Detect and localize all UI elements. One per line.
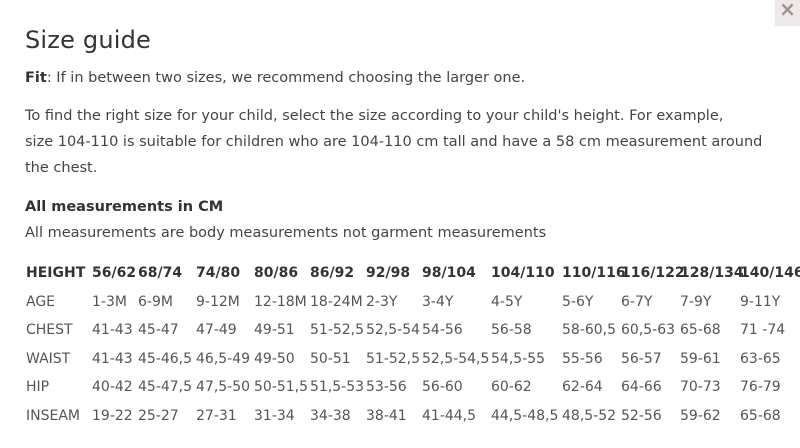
- table-cell: 52-56: [621, 407, 662, 424]
- table-cell: 64-66: [621, 379, 662, 395]
- column-header: 128/134: [680, 265, 744, 281]
- table-cell: 50-51,5: [254, 379, 309, 395]
- table-cell: 5-6Y: [562, 293, 594, 310]
- units-heading-text: All measurements in CM: [25, 199, 224, 215]
- table-cell: 52,5-54,5: [422, 350, 490, 367]
- table-cell: 51-52,5: [310, 322, 365, 338]
- size-table: HEIGHT 56/62 68/74 74/80 80/86 86/92 92/98 98/1…: [26, 259, 800, 430]
- table-cell: 6-9M: [138, 293, 173, 310]
- column-header: 80/86: [254, 265, 299, 281]
- row-label: HEIGHT: [26, 265, 86, 281]
- column-header: 74/80: [196, 265, 241, 281]
- table-cell: 65-68: [680, 322, 721, 338]
- column-header: 86/92: [310, 265, 355, 281]
- column-header: 110/116: [562, 265, 626, 281]
- page-title: Size guide: [25, 26, 152, 54]
- column-header: 140/146: [740, 265, 800, 281]
- table-cell: 53-56: [366, 379, 407, 395]
- column-header: 104/110: [491, 265, 555, 281]
- row-label: WAIST: [26, 350, 71, 367]
- table-cell: 49-51: [254, 322, 295, 338]
- table-cell: 9-12M: [196, 293, 240, 310]
- units-heading: All measurements in CM: [25, 194, 223, 220]
- table-cell: 54,5-55: [491, 350, 546, 367]
- instructions-line-3: the chest.: [25, 160, 98, 176]
- table-cell: 65-68: [740, 407, 781, 424]
- table-cell: 58-60,5: [562, 322, 617, 338]
- units-note: All measurements are body measurements n…: [25, 225, 547, 241]
- fit-text: : If in between two sizes, we recommend …: [46, 70, 526, 86]
- table-cell: 59-62: [680, 407, 721, 424]
- table-cell: 9-11Y: [740, 293, 781, 310]
- table-cell: 12-18M: [254, 293, 307, 310]
- table-cell: 45-46,5: [138, 350, 193, 367]
- table-cell: 34-38: [310, 407, 351, 424]
- table-cell: 45-47: [138, 322, 179, 338]
- table-cell: 59-61: [680, 350, 721, 367]
- column-header: 68/74: [138, 265, 183, 281]
- table-cell: 1-3M: [92, 293, 127, 310]
- table-cell: 31-34: [254, 407, 295, 424]
- table-cell: 47,5-50: [196, 379, 251, 395]
- table-cell: 41-44,5: [422, 407, 477, 424]
- table-cell: 49-50: [254, 350, 295, 367]
- table-cell: 2-3Y: [366, 293, 398, 310]
- table-cell: 56-60: [422, 379, 463, 395]
- table-row: WAIST 41-43 45-46,5 46,5-49 49-50 50-51 51-52,…: [26, 345, 800, 374]
- table-cell: 48,5-52: [562, 407, 617, 424]
- table-cell: 51,5-53: [310, 379, 365, 395]
- fit-note: Fit: If in between two sizes, we recomme…: [25, 65, 525, 91]
- table-row: HIP 40-42 45-47,5 47,5-50 50-51,5 51,5-53 53-5…: [26, 373, 800, 402]
- instructions-line-1: To find the right size for your child, s…: [25, 108, 724, 124]
- table-cell: 7-9Y: [680, 293, 712, 310]
- instructions-line-2: size 104-110 is suitable for children wh…: [25, 134, 763, 150]
- table-cell: 56-58: [491, 322, 532, 338]
- table-cell: 18-24M: [310, 293, 363, 310]
- table-cell: 41-43: [92, 350, 133, 367]
- table-cell: 70-73: [680, 379, 721, 395]
- table-row: INSEAM 19-22 25-27 27-31 31-34 34-38 38-41 41-4…: [26, 402, 800, 431]
- table-row: AGE 1-3M 6-9M 9-12M 12-18M 18-24M 2-3Y 3-4Y 4-5Y…: [26, 288, 800, 317]
- column-header: 98/104: [422, 265, 476, 281]
- table-cell: 54-56: [422, 322, 463, 338]
- column-header: 56/62: [92, 265, 137, 281]
- row-label: AGE: [26, 293, 56, 310]
- column-header: 92/98: [366, 265, 411, 281]
- table-cell: 52,5-54: [366, 322, 421, 338]
- table-cell: 38-41: [366, 407, 407, 424]
- table-cell: 56-57: [621, 350, 662, 367]
- table-cell: 55-56: [562, 350, 603, 367]
- table-cell: 3-4Y: [422, 293, 454, 310]
- table-cell: 76-79: [740, 379, 781, 395]
- table-cell: 25-27: [138, 407, 179, 424]
- close-button[interactable]: ×: [775, 0, 800, 26]
- table-cell: 62-64: [562, 379, 603, 395]
- table-header-row: HEIGHT 56/62 68/74 74/80 80/86 86/92 92/98 98/1…: [26, 259, 800, 288]
- table-cell: 63-65: [740, 350, 781, 367]
- fit-label: Fit: [25, 70, 47, 86]
- column-header: 116/122: [621, 265, 685, 281]
- table-cell: 50-51: [310, 350, 351, 367]
- table-cell: 4-5Y: [491, 293, 523, 310]
- table-cell: 27-31: [196, 407, 237, 424]
- table-cell: 46,5-49: [196, 350, 251, 367]
- close-icon: ×: [779, 0, 796, 21]
- table-row: CHEST 41-43 45-47 47-49 49-51 51-52,5 52,5-54 5…: [26, 316, 800, 345]
- table-cell: 51-52,5: [366, 350, 421, 367]
- row-label: HIP: [26, 379, 50, 395]
- row-label: INSEAM: [26, 407, 80, 424]
- table-cell: 60-62: [491, 379, 532, 395]
- table-cell: 6-7Y: [621, 293, 653, 310]
- table-cell: 40-42: [92, 379, 133, 395]
- table-cell: 60,5-63: [621, 322, 676, 338]
- table-cell: 71 -74: [740, 322, 786, 338]
- table-cell: 47-49: [196, 322, 237, 338]
- table-cell: 19-22: [92, 407, 133, 424]
- table-cell: 41-43: [92, 322, 133, 338]
- table-cell: 44,5-48,5: [491, 407, 559, 424]
- row-label: CHEST: [26, 322, 73, 338]
- table-cell: 45-47,5: [138, 379, 193, 395]
